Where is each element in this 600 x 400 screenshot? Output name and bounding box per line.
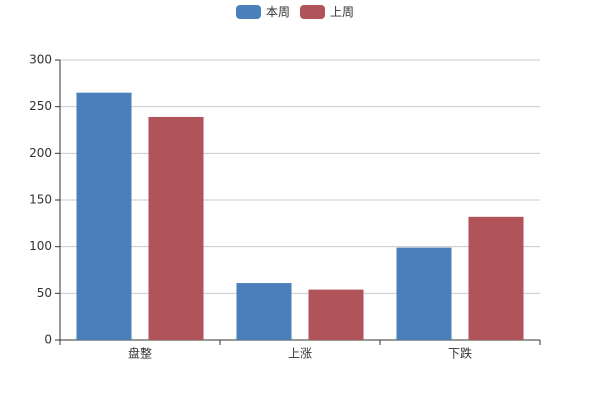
- y-tick-label: 0: [44, 333, 52, 347]
- y-tick-label: 200: [29, 146, 52, 160]
- y-tick-label: 250: [29, 99, 52, 113]
- bar: [236, 283, 292, 340]
- y-tick-label: 300: [29, 53, 52, 67]
- legend-label[interactable]: 上周: [330, 5, 354, 19]
- legend-icon[interactable]: [300, 5, 325, 19]
- legend-icon[interactable]: [236, 5, 261, 19]
- bar: [76, 92, 132, 341]
- bar: [396, 247, 452, 340]
- y-tick-label: 150: [29, 193, 52, 207]
- y-tick-label: 50: [37, 286, 52, 300]
- x-tick-label: 上涨: [288, 346, 312, 361]
- bar: [468, 216, 524, 340]
- bar: [308, 289, 364, 340]
- bar: [148, 116, 204, 340]
- x-tick-label: 盘整: [128, 346, 152, 361]
- x-tick-label: 下跌: [448, 346, 472, 361]
- legend-label[interactable]: 本周: [266, 5, 290, 19]
- y-tick-label: 100: [29, 239, 52, 253]
